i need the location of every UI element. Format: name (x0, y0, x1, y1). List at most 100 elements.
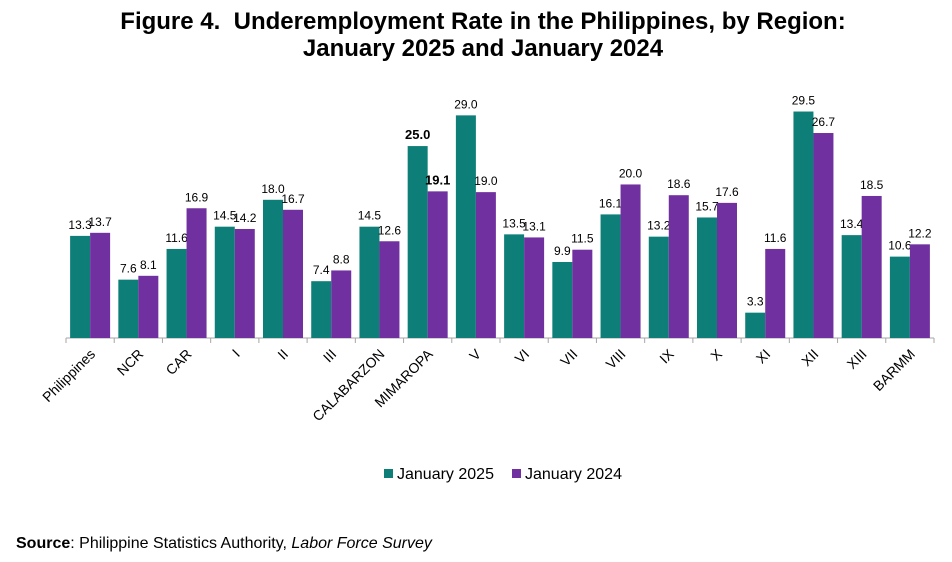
bar-jan-2025 (600, 214, 621, 338)
bar-jan-2024 (90, 232, 111, 338)
data-label: 16.7 (281, 192, 305, 206)
chart-title: Figure 4. Underemployment Rate in the Ph… (0, 8, 952, 62)
bar-jan-2024 (572, 249, 593, 338)
bar-jan-2024 (861, 195, 882, 338)
data-label: 17.6 (715, 185, 739, 199)
legend-label: January 2025 (397, 466, 494, 483)
chart-title-line-1: Figure 4. Underemployment Rate in the Ph… (120, 8, 846, 35)
data-label: 7.6 (120, 262, 137, 276)
bar-jan-2024 (813, 133, 834, 338)
x-tick-label: XIII (844, 346, 870, 372)
data-label: 10.6 (888, 239, 912, 253)
data-label: 26.7 (812, 115, 836, 129)
bar-jan-2024 (668, 195, 689, 338)
data-label: 8.8 (333, 252, 350, 266)
data-label: 18.6 (667, 177, 691, 191)
data-label: 25.0 (405, 127, 430, 142)
bar-jan-2025 (359, 226, 380, 338)
data-label: 13.5 (502, 216, 526, 230)
legend-swatch (512, 469, 521, 478)
data-label: 14.5 (358, 209, 382, 223)
bar-jan-2024 (909, 244, 930, 338)
bar-jan-2024 (331, 270, 352, 338)
x-tick-label: XI (753, 346, 774, 367)
data-label: 3.3 (747, 295, 764, 309)
legend-label: January 2024 (525, 466, 622, 483)
data-label: 14.2 (233, 211, 257, 225)
bar-jan-2025 (70, 235, 91, 338)
x-tick-label: III (320, 346, 340, 366)
x-tick-label: IX (656, 345, 677, 366)
data-label: 13.4 (840, 217, 864, 231)
data-label: 13.1 (522, 219, 546, 233)
bar-jan-2024 (379, 241, 400, 338)
source-note: Source: Philippine Statistics Authority,… (16, 535, 432, 553)
bar-jan-2025 (889, 256, 910, 338)
data-label: 12.6 (378, 223, 402, 237)
x-tick-label: VI (512, 346, 533, 367)
data-label: 12.2 (908, 226, 932, 240)
bar-jan-2025 (214, 226, 235, 338)
bar-jan-2025 (311, 281, 332, 338)
x-tick-label: BARMM (870, 346, 918, 394)
bar-jan-2024 (620, 184, 641, 338)
bar-jan-2025 (455, 115, 476, 339)
bar-jan-2025 (118, 279, 139, 338)
data-label: 8.1 (140, 258, 157, 272)
bar-jan-2025 (504, 234, 525, 338)
data-label: 13.2 (647, 219, 671, 233)
data-label: 16.1 (599, 196, 623, 210)
data-label: 14.5 (213, 209, 237, 223)
data-label: 20.0 (619, 166, 643, 180)
bar-jan-2024 (138, 275, 159, 338)
x-tick-label: CAR (162, 346, 194, 378)
bar-jan-2024 (234, 228, 255, 338)
data-label: 9.9 (554, 244, 571, 258)
bar-jan-2025 (166, 248, 187, 338)
data-label: 19.0 (474, 174, 498, 188)
data-label: 7.4 (313, 263, 330, 277)
x-tick-label: CALABARZON (309, 346, 387, 424)
bar-jan-2025 (793, 111, 814, 338)
data-label: 11.6 (764, 231, 787, 245)
bar-jan-2024 (765, 248, 786, 338)
bar-jan-2024 (283, 209, 303, 338)
legend-swatch (384, 469, 393, 478)
bar-jan-2025 (407, 146, 428, 338)
chart-title-line-2: January 2025 and January 2024 (302, 35, 664, 62)
x-tick-label: V (466, 345, 484, 363)
bar-jan-2024 (427, 191, 448, 338)
x-tick-label: VII (557, 346, 580, 369)
x-tick-label: X (707, 345, 725, 363)
x-tick-label: XII (798, 346, 821, 369)
bar-jan-2025 (697, 217, 717, 338)
data-label: 18.5 (860, 178, 884, 192)
source-survey-name: Labor Force Survey (291, 535, 432, 552)
data-label: 29.5 (792, 94, 816, 108)
data-label: 11.6 (165, 231, 188, 245)
bar-jan-2025 (648, 236, 669, 338)
data-label: 15.7 (695, 199, 719, 213)
data-label: 13.3 (68, 218, 92, 232)
x-tick-label: II (274, 346, 291, 363)
x-tick-label: I (229, 346, 243, 360)
data-label: 16.9 (185, 190, 209, 204)
source-text: : Philippine Statistics Authority, (70, 535, 292, 552)
data-label: 13.7 (88, 215, 112, 229)
data-label: 19.1 (425, 172, 450, 187)
x-tick-label: Philippines (39, 346, 98, 405)
bar-jan-2025 (841, 235, 862, 338)
bar-jan-2024 (717, 202, 737, 338)
data-label: 18.0 (261, 182, 285, 196)
data-label: 29.0 (454, 97, 478, 111)
bar-jan-2024 (524, 237, 545, 338)
x-tick-label: NCR (114, 346, 147, 379)
bar-jan-2025 (552, 261, 573, 338)
bar-jan-2025 (745, 312, 766, 338)
data-label: 11.5 (571, 232, 594, 246)
source-label: Source (16, 535, 71, 552)
bar-jan-2024 (475, 192, 496, 338)
bar-jan-2025 (263, 199, 283, 338)
bar-jan-2024 (186, 208, 207, 338)
